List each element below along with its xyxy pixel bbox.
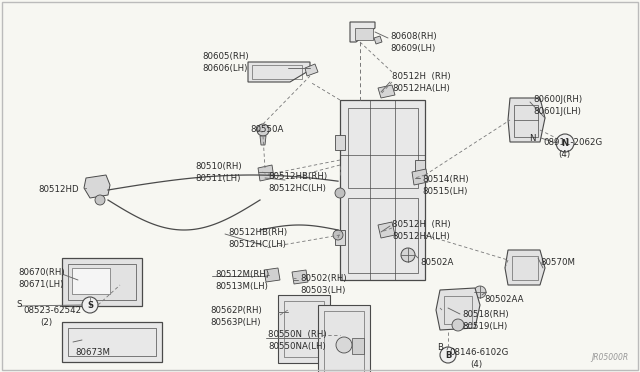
Circle shape (335, 188, 345, 198)
Circle shape (336, 337, 352, 353)
Bar (62, 322, 162, 362)
Bar (444, 296, 472, 324)
Bar (68, 264, 136, 300)
Text: N: N (529, 134, 536, 143)
Polygon shape (260, 136, 266, 145)
Text: 80512HB(RH): 80512HB(RH) (228, 228, 287, 237)
Polygon shape (508, 98, 545, 142)
Polygon shape (350, 22, 375, 42)
Circle shape (333, 230, 343, 240)
Text: 08146-6102G: 08146-6102G (449, 348, 508, 357)
Bar (348, 198, 418, 273)
Text: 80570M: 80570M (540, 258, 575, 267)
Bar (355, 28, 373, 40)
Bar (278, 295, 330, 363)
Text: 80550A: 80550A (250, 125, 284, 134)
Text: B: B (437, 343, 443, 352)
Polygon shape (412, 169, 428, 185)
Text: 80511(LH): 80511(LH) (195, 174, 241, 183)
Bar (512, 256, 538, 280)
Circle shape (401, 248, 415, 262)
Circle shape (556, 134, 574, 152)
Bar (62, 258, 142, 306)
Text: B: B (445, 350, 451, 359)
Text: (4): (4) (558, 150, 570, 159)
Polygon shape (378, 222, 395, 238)
Text: 80606(LH): 80606(LH) (202, 64, 248, 73)
Text: 80512HD: 80512HD (38, 185, 79, 194)
Text: (2): (2) (40, 318, 52, 327)
Text: 80512HC(LH): 80512HC(LH) (268, 184, 326, 193)
Text: 80512H  (RH): 80512H (RH) (392, 220, 451, 229)
Bar (335, 230, 345, 245)
Polygon shape (84, 175, 110, 198)
Text: 80512HA(LH): 80512HA(LH) (392, 84, 450, 93)
Polygon shape (258, 165, 274, 181)
Polygon shape (378, 85, 395, 98)
Text: 80563P(LH): 80563P(LH) (210, 318, 260, 327)
Text: 80673M: 80673M (75, 348, 110, 357)
Text: 80550N  (RH): 80550N (RH) (268, 330, 326, 339)
Text: 80513M(LH): 80513M(LH) (215, 282, 268, 291)
Text: S: S (16, 300, 22, 309)
Circle shape (474, 286, 486, 298)
Text: 08523-62542: 08523-62542 (23, 306, 81, 315)
Text: 80605(RH): 80605(RH) (202, 52, 248, 61)
Polygon shape (248, 62, 310, 82)
Bar (514, 105, 538, 137)
Polygon shape (292, 270, 308, 284)
Text: 80601J(LH): 80601J(LH) (533, 107, 581, 116)
Text: 80502(RH): 80502(RH) (300, 274, 347, 283)
Text: 80502A: 80502A (420, 258, 453, 267)
Text: 80502AA: 80502AA (484, 295, 524, 304)
Text: 80514(RH): 80514(RH) (422, 175, 468, 184)
Polygon shape (436, 288, 480, 330)
Polygon shape (305, 64, 318, 76)
Text: S: S (87, 301, 93, 310)
Bar (352, 338, 364, 354)
Bar (72, 268, 110, 294)
Text: 80550NA(LH): 80550NA(LH) (268, 342, 326, 351)
Text: JR05000R: JR05000R (591, 353, 628, 362)
Polygon shape (374, 36, 382, 44)
Text: 08911-2062G: 08911-2062G (543, 138, 602, 147)
Text: 80562P(RH): 80562P(RH) (210, 306, 262, 315)
Text: 80600J(RH): 80600J(RH) (533, 95, 582, 104)
Text: 80512H  (RH): 80512H (RH) (392, 72, 451, 81)
Bar (348, 108, 418, 188)
Text: 80512M(RH): 80512M(RH) (215, 270, 269, 279)
Text: 80515(LH): 80515(LH) (422, 187, 467, 196)
Bar (284, 301, 324, 357)
Text: 80671(LH): 80671(LH) (18, 280, 63, 289)
Bar (68, 328, 156, 356)
Text: N: N (561, 138, 568, 148)
Polygon shape (264, 268, 280, 282)
Bar (318, 305, 370, 372)
Text: 80519(LH): 80519(LH) (462, 322, 508, 331)
Text: 80512HA(LH): 80512HA(LH) (392, 232, 450, 241)
Text: 80503(LH): 80503(LH) (300, 286, 346, 295)
Text: 80510(RH): 80510(RH) (195, 162, 242, 171)
Bar (415, 160, 425, 175)
Bar (252, 65, 302, 79)
Bar (340, 100, 425, 280)
Text: 80512HC(LH): 80512HC(LH) (228, 240, 286, 249)
Text: 80670(RH): 80670(RH) (18, 268, 65, 277)
Text: 80609(LH): 80609(LH) (390, 44, 435, 53)
Circle shape (257, 124, 269, 136)
Circle shape (452, 319, 464, 331)
Polygon shape (505, 250, 545, 285)
Text: 80512HB(RH): 80512HB(RH) (268, 172, 327, 181)
Text: 80518(RH): 80518(RH) (462, 310, 509, 319)
Bar (324, 311, 364, 372)
Circle shape (95, 195, 105, 205)
Text: 80608(RH): 80608(RH) (390, 32, 436, 41)
Circle shape (440, 347, 456, 363)
Text: (4): (4) (470, 360, 482, 369)
Circle shape (82, 297, 98, 313)
Bar (335, 135, 345, 150)
